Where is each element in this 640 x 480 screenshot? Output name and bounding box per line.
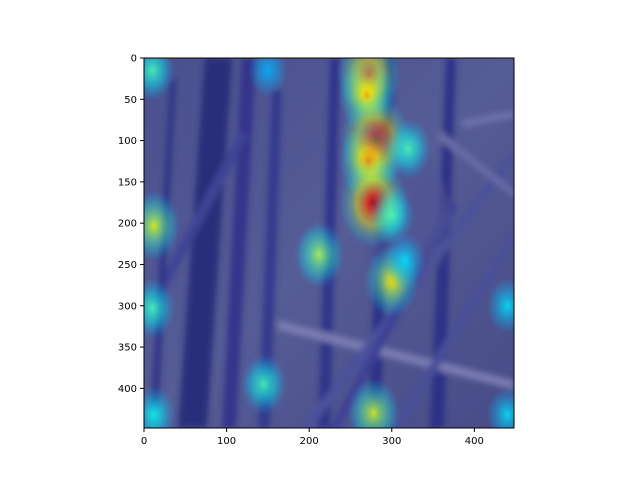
reed-stalk — [178, 58, 232, 428]
heat-hotspot — [144, 277, 176, 340]
reed-stalk — [222, 58, 256, 428]
y-tick-label: 200 — [118, 219, 137, 230]
heat-hotspot — [385, 118, 432, 180]
x-tick-label: 400 — [465, 436, 484, 447]
heat-hotspot — [346, 377, 401, 428]
y-tick-label: 150 — [118, 177, 137, 188]
x-tick-label: 0 — [141, 436, 147, 447]
y-tick-label: 100 — [118, 136, 137, 147]
reed-stalk — [150, 130, 248, 306]
heat-hotspot — [240, 353, 287, 416]
x-tick-label: 300 — [382, 436, 401, 447]
y-axis: 0 50 100 150 200 250 300 350 400 — [118, 54, 144, 395]
heat-hotspot — [144, 385, 176, 428]
y-tick-label: 400 — [118, 384, 137, 395]
heat-hotspot — [144, 190, 181, 262]
heatmap-overlay — [144, 58, 514, 428]
heat-hotspot — [486, 278, 514, 334]
x-axis: 0 100 200 300 400 — [141, 428, 484, 447]
heat-hotspot — [486, 387, 514, 428]
heat-hotspot — [384, 232, 426, 289]
y-tick-label: 0 — [131, 54, 137, 65]
heat-hotspot — [144, 58, 176, 102]
heat-hotspot — [368, 184, 415, 246]
plot-area — [144, 58, 514, 428]
y-tick-label: 50 — [124, 95, 137, 106]
x-tick-label: 100 — [217, 436, 236, 447]
reed-branch — [390, 230, 514, 428]
heat-hotspot — [248, 58, 288, 97]
y-tick-label: 250 — [118, 260, 137, 271]
reed-branch — [460, 110, 514, 128]
plot-frame — [143, 57, 515, 429]
reed-stalk — [258, 90, 282, 428]
y-tick-label: 350 — [118, 343, 137, 354]
y-tick-label: 300 — [118, 301, 137, 312]
heat-hotspot — [293, 220, 345, 289]
reed-branch — [436, 130, 514, 198]
x-tick-label: 200 — [300, 436, 319, 447]
reed-branch — [278, 320, 514, 390]
